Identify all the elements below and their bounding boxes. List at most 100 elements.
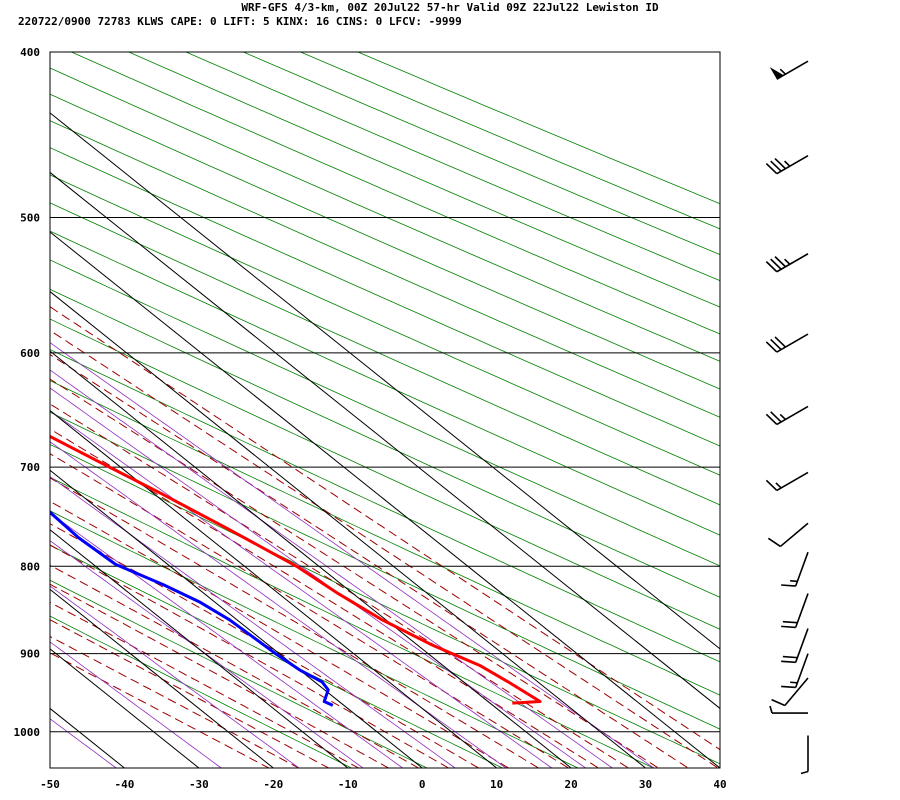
temperature-tick-label: 10	[490, 778, 503, 791]
moist-adiabat	[50, 619, 330, 768]
dry-adiabat	[70, 52, 720, 335]
wind-barb-full	[774, 336, 787, 348]
wind-barb	[765, 471, 809, 492]
wind-barb-full	[765, 479, 778, 492]
isotherm	[50, 171, 720, 710]
wind-barb	[771, 677, 809, 707]
dry-adiabat	[50, 230, 720, 536]
temperature-tick-label: -40	[115, 778, 135, 791]
wind-barb-staff	[776, 333, 809, 353]
mixing-ratio-line	[50, 441, 507, 768]
mixing-ratio-line	[50, 410, 553, 768]
isotherm	[50, 648, 200, 768]
moist-adiabat	[50, 353, 690, 768]
wind-barb	[769, 60, 809, 80]
temperature-tick-label: -30	[189, 778, 209, 791]
moist-adiabat	[50, 523, 480, 768]
wind-barb	[765, 333, 809, 353]
dry-adiabat	[50, 579, 428, 768]
wind-barb-full	[765, 413, 778, 426]
wind-barb-staff	[776, 405, 809, 426]
wind-barb-full	[781, 584, 796, 587]
dry-adiabat	[50, 147, 720, 447]
pressure-axis: 400 500 600 700 800 900 1000	[14, 46, 41, 739]
wind-barb-staff	[784, 677, 809, 707]
wind-barb-full	[781, 685, 796, 689]
pressure-tick-label: 400	[20, 46, 40, 59]
moist-adiabat	[50, 636, 300, 768]
wind-barb-full	[781, 660, 796, 664]
dry-adiabat	[242, 52, 720, 256]
wind-barb-full	[765, 162, 778, 175]
dry-adiabat	[50, 615, 353, 768]
moist-adiabat	[50, 500, 510, 768]
mixing-ratio-line	[50, 476, 456, 768]
dry-adiabat	[50, 174, 720, 476]
wind-barb-flag	[769, 67, 784, 80]
wind-barb	[765, 154, 809, 175]
isotherm	[50, 112, 720, 650]
wind-barb-full	[770, 411, 782, 423]
dry-adiabat	[50, 544, 504, 768]
wind-barb-full	[782, 655, 798, 659]
isotherm	[50, 588, 275, 768]
wind-barb-staff	[779, 522, 809, 548]
dry-adiabat	[185, 52, 720, 282]
dry-adiabat	[50, 476, 655, 768]
chart-title: WRF-GFS 4/3-km, 00Z 20Jul22 57-hr Valid …	[241, 1, 659, 14]
isotherm	[50, 290, 647, 768]
profiles	[50, 434, 542, 707]
wind-barb	[800, 735, 809, 775]
temperature-tick-label: -20	[263, 778, 283, 791]
wind-barb-half	[769, 705, 773, 714]
mixing-ratio-line	[50, 369, 614, 768]
temperature-tick-label: 30	[639, 778, 652, 791]
wind-barb-half	[784, 160, 791, 167]
wind-barb-staff	[794, 551, 809, 587]
temperature-tick-label: 40	[713, 778, 726, 791]
dry-adiabat	[50, 93, 720, 390]
wind-barb	[781, 653, 809, 689]
pressure-tick-label: 700	[20, 461, 40, 474]
dry-adiabat	[50, 120, 720, 418]
pressure-tick-label: 500	[20, 212, 40, 225]
moist-adiabat	[50, 329, 719, 768]
mixing-ratio-line	[50, 641, 222, 768]
isotherm	[50, 469, 424, 768]
wind-barb-full	[771, 698, 786, 707]
wind-barb-half	[779, 413, 787, 421]
wind-barb-full	[774, 256, 787, 268]
dry-adiabat	[50, 411, 720, 730]
dry-adiabat	[50, 318, 720, 630]
temperature-line	[50, 434, 542, 705]
wind-barb-staff	[794, 628, 809, 663]
wind-barb-half	[775, 482, 782, 489]
dry-adiabat	[50, 443, 720, 765]
dry-adiabat	[50, 510, 579, 768]
mixing-ratio-line	[50, 512, 404, 768]
wind-barb-half	[790, 580, 798, 583]
wind-barb	[765, 405, 809, 426]
wind-barb-full	[774, 157, 787, 170]
moist-adiabat	[50, 583, 390, 768]
dry-adiabat	[127, 52, 720, 308]
isotherm	[50, 767, 51, 768]
dry-adiabat	[299, 52, 720, 230]
isotherm	[50, 350, 572, 768]
wind-barbs	[765, 60, 809, 775]
mixing-ratio-line	[50, 585, 300, 768]
wind-barb-full	[781, 625, 796, 629]
temperature-tick-label: -10	[338, 778, 358, 791]
isotherm	[50, 529, 349, 768]
moist-adiabat	[50, 306, 720, 751]
temperature-tick-label: 0	[419, 778, 426, 791]
wind-barb-full	[770, 338, 782, 351]
wind-barb	[767, 522, 809, 548]
wind-barb-full	[770, 160, 782, 172]
moist-adiabat	[50, 652, 270, 768]
wind-barb-staff	[794, 653, 809, 688]
dry-adiabat	[50, 349, 720, 663]
dewpoint-line	[50, 510, 334, 707]
dry-adiabat	[356, 52, 720, 205]
moist-adiabat	[50, 403, 630, 768]
